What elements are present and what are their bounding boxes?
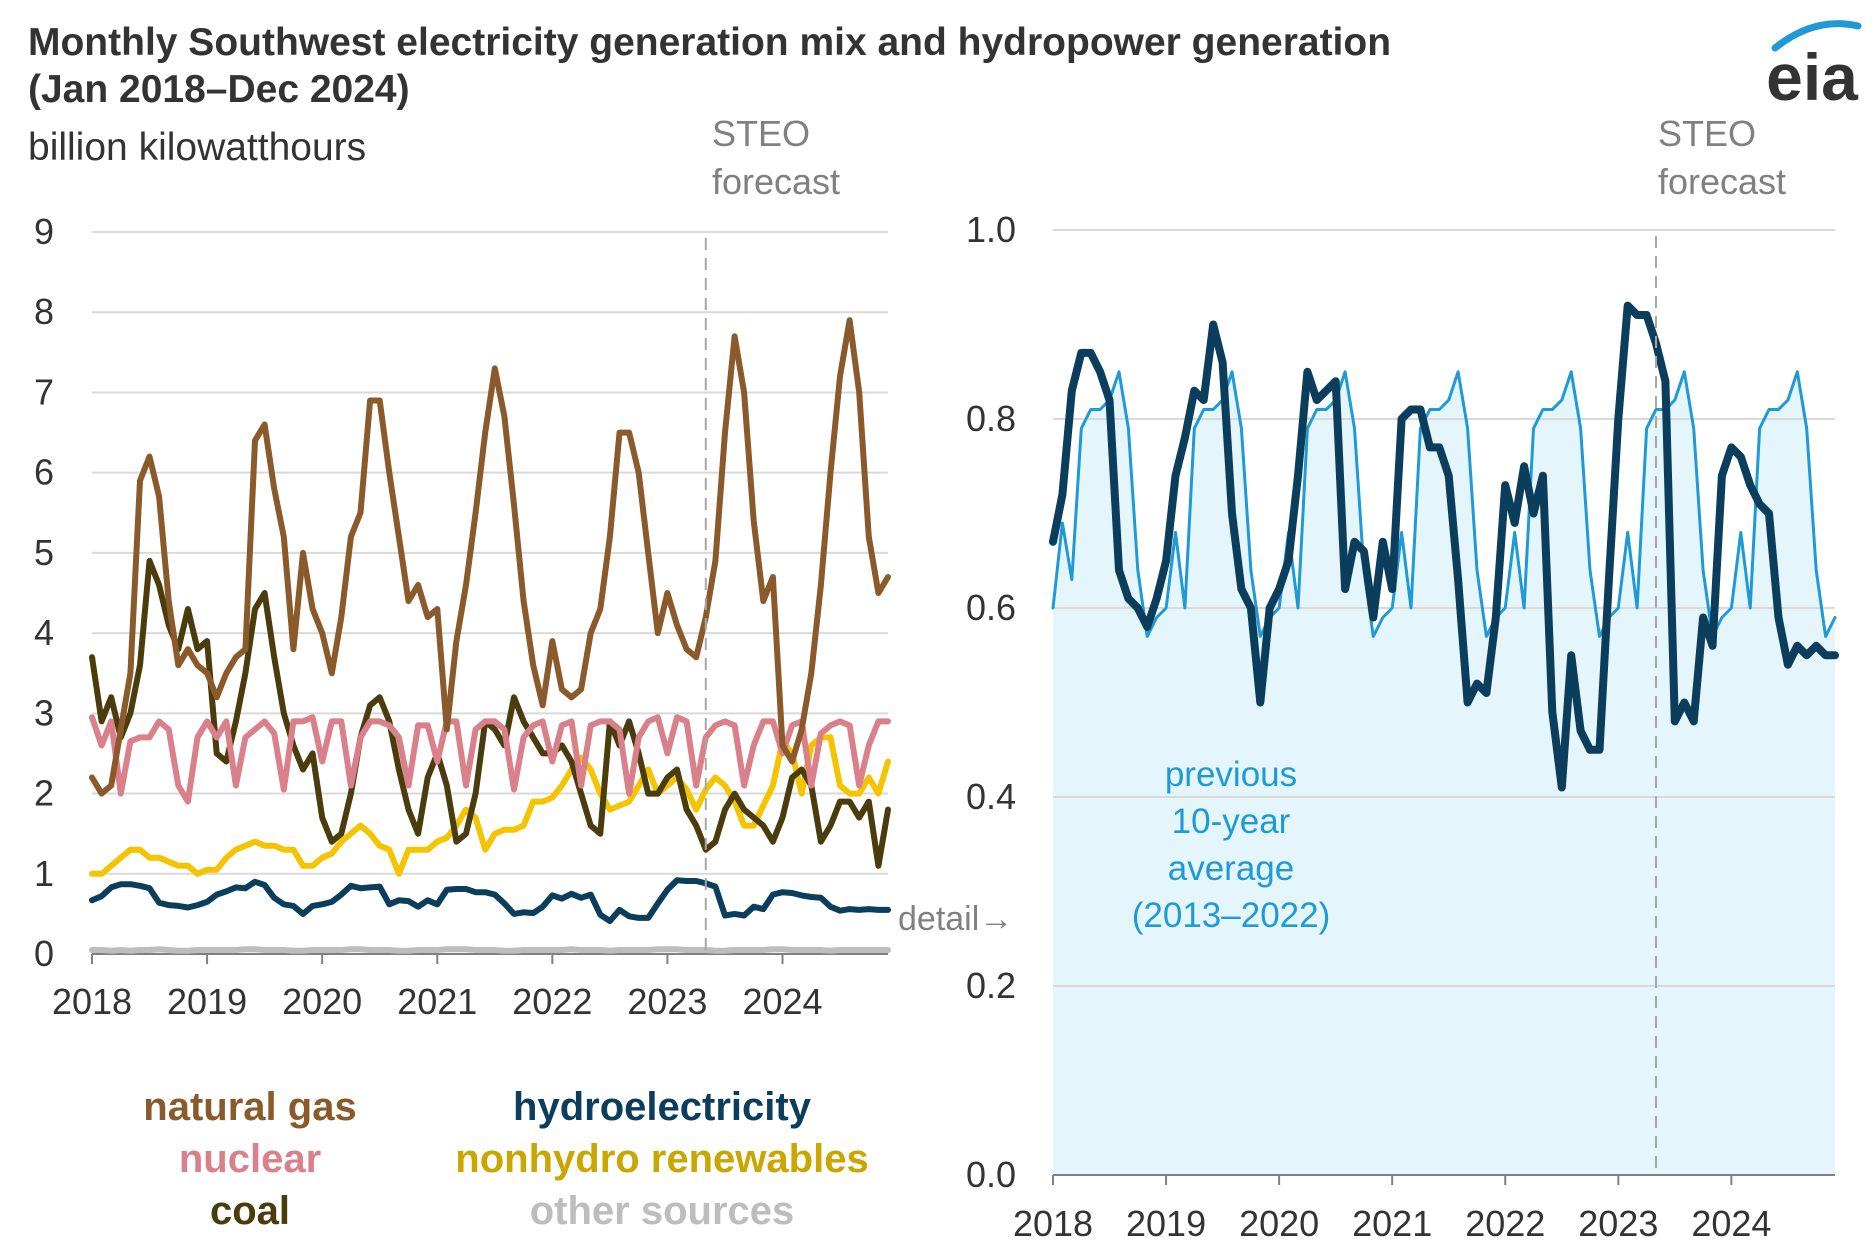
right-plot-series [1049,301,1839,792]
legend-item-other: other sources [530,1189,795,1233]
legend-item-hydro: hydroelectricity [513,1085,812,1129]
average-annotation-line: average [1168,849,1294,888]
left-y-tick-label: 6 [34,452,54,493]
left-series-natural-gas [89,317,891,797]
right-y-axis: 0.0 0.2 0.4 0.6 0.8 1.0 [966,209,1016,1195]
left-plot-series [89,317,891,954]
left-forecast-label-line2: forecast [712,161,840,202]
left-y-tick-label: 1 [34,853,54,894]
right-y-tick-label: 0.0 [966,1154,1016,1195]
left-y-tick-label: 3 [34,692,54,733]
right-y-tick-label: 0.2 [966,965,1016,1006]
right-y-tick-label: 0.6 [966,587,1016,628]
chart-title-line1: Monthly Southwest electricity generation… [28,21,1391,64]
right-y-tick-label: 0.8 [966,398,1016,439]
left-series-nonhydro [89,734,891,877]
left-forecast-label-line1: STEO [712,113,810,154]
left-series-nuclear [89,714,891,805]
right-series-avg-line [1051,370,1837,638]
right-x-tick-label: 2022 [1465,1203,1545,1244]
left-y-tick-label: 9 [34,211,54,252]
left-x-tick-label: 2019 [167,981,247,1022]
left-x-tick-label: 2021 [397,981,477,1022]
left-y-tick-label: 7 [34,371,54,412]
right-x-tick-label: 2019 [1126,1203,1206,1244]
left-x-tick-label: 2024 [742,981,822,1022]
right-x-axis: 2018 2019 2020 2021 2022 2023 2024 [1013,1174,1835,1244]
left-x-tick-label: 2023 [627,981,707,1022]
right-forecast-label-line2: forecast [1658,161,1786,202]
right-gridlines [1053,229,1835,987]
eia-logo-text: eia [1766,40,1859,114]
left-y-axis: 0 1 2 3 4 5 6 7 8 9 [34,211,54,974]
right-x-tick-label: 2023 [1578,1203,1658,1244]
left-series-coal [89,557,891,869]
chart-units: billion kilowatthours [28,126,366,169]
left-x-tick-label: 2020 [282,981,362,1022]
legend-item-nonhydro: nonhydro renewables [455,1137,868,1181]
eia-logo: eia [1766,20,1862,114]
left-series-hydro [89,877,891,925]
legend-item-nuclear: nuclear [179,1137,321,1181]
right-forecast-label-line1: STEO [1658,113,1756,154]
average-annotation-line: previous [1165,755,1297,794]
left-y-tick-label: 4 [34,612,54,653]
detail-arrow-label: detail→ [898,900,1013,938]
left-x-axis: 2018 2019 2020 2021 2022 2023 2024 [52,953,888,1022]
average-annotation: previous 10-year average (2013–2022) [1132,755,1331,935]
left-gridlines [92,231,888,875]
legend-item-natural-gas: natural gas [143,1085,356,1129]
chart-title-line2: (Jan 2018–Dec 2024) [28,68,410,111]
left-y-tick-label: 8 [34,291,54,332]
right-y-tick-label: 1.0 [966,209,1016,250]
left-y-tick-label: 5 [34,532,54,573]
left-y-tick-label: 0 [34,933,54,974]
right-x-tick-label: 2018 [1013,1203,1093,1244]
right-y-tick-label: 0.4 [966,776,1016,817]
right-x-tick-label: 2024 [1691,1203,1771,1244]
average-annotation-line: (2013–2022) [1132,896,1331,935]
left-y-tick-label: 2 [34,773,54,814]
average-annotation-line: 10-year [1172,802,1291,841]
left-x-tick-label: 2018 [52,981,132,1022]
legend-item-coal: coal [210,1189,290,1233]
legend: natural gas nuclear coal hydroelectricity no… [143,1085,868,1233]
left-x-tick-label: 2022 [512,981,592,1022]
left-series-other [89,946,891,954]
right-x-tick-label: 2020 [1239,1203,1319,1244]
right-x-tick-label: 2021 [1352,1203,1432,1244]
eia-logo-swoosh [1771,20,1862,52]
right-series-hydro [1049,301,1839,792]
